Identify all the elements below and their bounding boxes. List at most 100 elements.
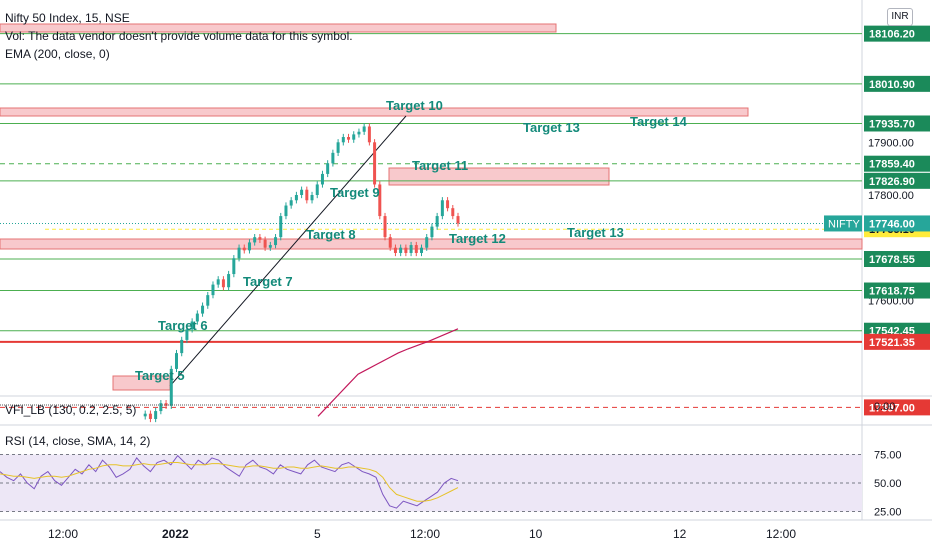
- candle-body: [258, 237, 262, 240]
- target-label: Target 10: [386, 98, 443, 113]
- candle-body: [159, 403, 163, 412]
- candle-body: [242, 247, 246, 251]
- volume-note: Vol: The data vendor doesn't provide vol…: [5, 29, 353, 43]
- symbol-flag: NIFTY: [828, 218, 860, 230]
- candle-body: [326, 163, 330, 174]
- price-tag-bg: [864, 172, 930, 189]
- candle-body: [373, 142, 377, 185]
- rsi-line: [0, 454, 459, 509]
- time-tick-label: 10: [529, 527, 543, 541]
- candle-body: [289, 200, 293, 206]
- candle-body: [357, 131, 361, 135]
- price-tag: 18106.20: [869, 29, 915, 41]
- price-tag-bg: [864, 282, 930, 299]
- rsi-tick-label: 75.00: [874, 450, 902, 462]
- target-label: Target 7: [243, 274, 293, 289]
- price-tag-bg: [864, 333, 930, 350]
- target-label: Target 8: [306, 227, 356, 242]
- vfi-value-label: 0.00: [874, 401, 895, 413]
- target-label: Target 5: [135, 368, 185, 383]
- candle-body: [227, 274, 231, 288]
- candle-body: [393, 247, 397, 253]
- target-label: Target 13: [567, 225, 624, 240]
- target-label: Target 9: [330, 185, 380, 200]
- candle-body: [310, 195, 314, 201]
- price-tag-bg: [864, 115, 930, 132]
- candle-body: [180, 339, 184, 354]
- vfi-legend[interactable]: VFI_LB (130, 0.2, 2.5, 5): [5, 403, 137, 417]
- price-tag-bg: [864, 251, 930, 268]
- target-label: Target 6: [158, 318, 208, 333]
- price-tick-label: 17800.00: [868, 190, 914, 202]
- candle-body: [341, 137, 345, 143]
- rsi-sma-line: [0, 462, 459, 502]
- candle-body: [409, 245, 413, 253]
- symbol-flag-bg: [824, 215, 862, 232]
- candle-body: [279, 216, 283, 238]
- price-tag-bg: [864, 75, 930, 92]
- candle-body: [274, 237, 278, 246]
- support-resistance-zone: [0, 23, 557, 33]
- current-price-tag-bg: [864, 215, 930, 232]
- rsi-tick-label: 25.00: [874, 507, 902, 519]
- time-tick-label: 12:00: [410, 527, 440, 541]
- candle-body: [216, 279, 220, 285]
- candle-body: [263, 239, 267, 248]
- time-tick-label: 5: [314, 527, 321, 541]
- candle-body: [320, 173, 324, 185]
- candle-body: [414, 245, 418, 253]
- price-tag: 18010.90: [869, 79, 915, 91]
- candle-body: [174, 353, 178, 369]
- candle-body: [206, 295, 210, 306]
- candle-body: [347, 137, 351, 140]
- ema-line: [317, 328, 459, 417]
- time-tick-label: 2022: [162, 527, 189, 541]
- price-tag: 17859.40: [869, 159, 915, 171]
- price-tick-label: 17900.00: [868, 137, 914, 149]
- candle-body: [268, 245, 272, 248]
- trend-line: [169, 115, 407, 387]
- support-resistance-zone: [0, 107, 749, 117]
- candle-body: [284, 205, 288, 217]
- candle-body: [169, 368, 173, 406]
- candle-body: [164, 403, 168, 406]
- ema-legend[interactable]: EMA (200, close, 0): [5, 47, 110, 61]
- target-label: Target 14: [630, 114, 688, 129]
- price-tag-bg: [864, 155, 930, 172]
- candle-body: [247, 242, 251, 251]
- candle-body: [336, 142, 340, 153]
- candle-body: [362, 126, 366, 132]
- time-tick-label: 12: [673, 527, 687, 541]
- candle-body: [190, 321, 194, 330]
- candle-body: [185, 329, 189, 340]
- candle-body: [253, 237, 257, 243]
- price-tag: 17826.90: [869, 176, 915, 188]
- candle-body: [404, 247, 408, 253]
- candle-body: [237, 247, 241, 259]
- price-tag: 17397.00: [869, 402, 915, 414]
- rsi-legend[interactable]: RSI (14, close, SMA, 14, 2): [5, 434, 151, 448]
- time-tick-label: 12:00: [766, 527, 796, 541]
- price-tag: 17618.75: [869, 286, 915, 298]
- candle-body: [367, 126, 371, 143]
- target-label: Target 12: [449, 231, 506, 246]
- symbol-title: Nifty 50 Index, 15, NSE: [5, 11, 130, 25]
- candle-body: [451, 208, 455, 217]
- time-tick-label: 12:00: [48, 527, 78, 541]
- candle-body: [399, 247, 403, 253]
- candle-body: [430, 226, 434, 238]
- price-tag-bg: [864, 399, 930, 416]
- candle-body: [352, 134, 356, 140]
- candle-body: [195, 313, 199, 322]
- price-tag: 17678.55: [869, 254, 915, 266]
- candle-body: [221, 279, 225, 288]
- rsi-tick-label: 50.00: [874, 478, 902, 490]
- candle-body: [211, 284, 215, 296]
- price-tag: 17935.70: [869, 118, 915, 130]
- currency-badge[interactable]: INR: [887, 8, 913, 26]
- support-resistance-zone: [0, 238, 863, 250]
- candle-body: [388, 237, 392, 248]
- candle-body: [305, 189, 309, 201]
